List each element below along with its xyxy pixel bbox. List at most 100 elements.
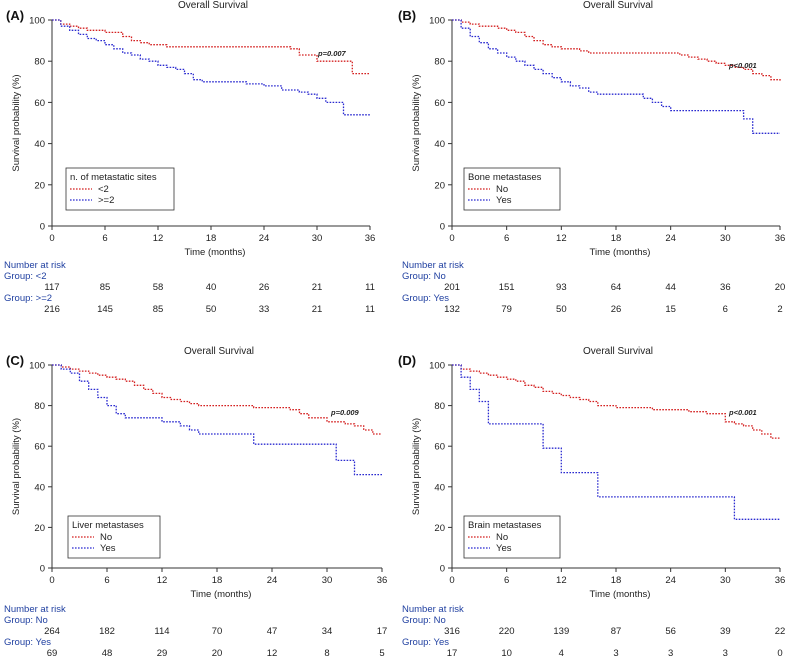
y-tick-label: 60 [434,98,445,109]
risk-count: 26 [259,282,270,293]
y-tick-label: 40 [34,482,45,493]
x-tick-label: 6 [504,233,509,244]
legend-box [67,515,161,559]
risk-count: 12 [267,648,278,659]
p-value: p<0.001 [728,61,757,70]
x-tick-label: 18 [206,233,217,244]
y-tick-label: 20 [34,180,45,191]
survival-curve-blue [52,364,382,476]
legend-entry: No [496,184,508,195]
p-value: p=0.009 [330,408,360,417]
y-axis-label: Survival probability (%) [411,74,422,171]
risk-count: 3 [723,648,728,659]
risk-count: 44 [665,282,676,293]
y-tick-label: 80 [434,57,445,68]
risk-count: 216 [44,304,60,315]
legend-entry: <2 [98,184,109,195]
risk-count: 117 [44,282,59,293]
x-axis-label: Time (months) [590,247,651,258]
risk-count: 132 [444,304,460,315]
risk-count: 182 [99,626,115,637]
survival-curve-red [452,364,780,439]
risk-count: 10 [501,648,512,659]
survival-curve-blue [52,19,370,116]
y-tick-label: 100 [429,361,445,372]
x-tick-label: 18 [611,575,622,586]
y-tick-label: 60 [34,442,45,453]
risk-header: Number at risk [4,260,66,271]
y-tick-label: 80 [34,401,45,412]
risk-count: 85 [100,282,111,293]
survival-curve-red [52,364,382,435]
x-tick-label: 36 [775,575,786,586]
x-axis-label: Time (months) [191,589,252,600]
x-tick-label: 0 [449,575,454,586]
legend-entry: Yes [100,543,116,554]
km-panel: (B) Overall Survival 0 20 40 60 80 100 0 6 12 18 24 3… [398,0,785,315]
x-tick-label: 6 [102,233,107,244]
y-tick-label: 100 [429,16,445,27]
x-tick-label: 24 [267,575,278,586]
y-tick-label: 100 [29,361,45,372]
risk-count: 5 [379,648,384,659]
legend-box [65,167,175,211]
risk-count: 11 [365,304,375,315]
x-tick-label: 30 [720,233,731,244]
risk-count: 20 [212,648,223,659]
p-value: p=0.007 [317,49,347,58]
x-tick-label: 0 [49,575,54,586]
y-tick-label: 20 [434,523,445,534]
risk-group-label: Group: No [4,615,48,626]
km-panel: (A) Overall Survival 0 20 40 60 80 100 0 6 12 18 24 3… [4,0,375,315]
risk-count: 64 [611,282,622,293]
legend-title: Brain metastases [468,520,542,531]
x-tick-label: 30 [720,575,731,586]
legend-entry: No [496,532,508,543]
risk-count: 29 [157,648,168,659]
y-tick-label: 40 [34,139,45,150]
x-axis-label: Time (months) [590,589,651,600]
y-tick-label: 20 [434,180,445,191]
risk-group-label: Group: No [402,271,446,282]
y-tick-label: 0 [440,564,445,575]
x-tick-label: 36 [775,233,786,244]
x-tick-label: 24 [259,233,270,244]
risk-group-label: Group: Yes [4,637,51,648]
y-tick-label: 60 [34,98,45,109]
risk-count: 264 [44,626,60,637]
x-tick-label: 18 [611,233,622,244]
risk-count: 114 [154,626,169,637]
legend-title: n. of metastatic sites [70,172,157,183]
risk-count: 3 [668,648,673,659]
survival-curve-blue [452,364,780,520]
risk-count: 87 [611,626,622,637]
risk-count: 15 [665,304,676,315]
risk-count: 145 [97,304,113,315]
risk-count: 6 [723,304,728,315]
panel-label: (C) [6,353,24,368]
y-tick-label: 100 [29,16,45,27]
y-axis-label: Survival probability (%) [11,418,22,515]
risk-count: 85 [153,304,164,315]
risk-count: 151 [499,282,515,293]
chart-title: Overall Survival [184,346,254,357]
p-value: p<0.001 [728,408,757,417]
x-tick-label: 30 [312,233,323,244]
risk-count: 58 [153,282,164,293]
legend-entry: >=2 [98,195,114,206]
panel-label: (B) [398,8,416,23]
risk-count: 11 [365,282,375,293]
risk-count: 33 [259,304,270,315]
risk-count: 50 [556,304,567,315]
risk-count: 56 [665,626,676,637]
risk-count: 0 [777,648,782,659]
risk-count: 22 [775,626,786,637]
survival-curve-red [452,19,781,82]
x-tick-label: 12 [157,575,168,586]
risk-count: 8 [324,648,329,659]
risk-header: Number at risk [402,260,464,271]
risk-count: 21 [312,304,323,315]
panel-label: (D) [398,353,416,368]
y-tick-label: 0 [40,564,45,575]
